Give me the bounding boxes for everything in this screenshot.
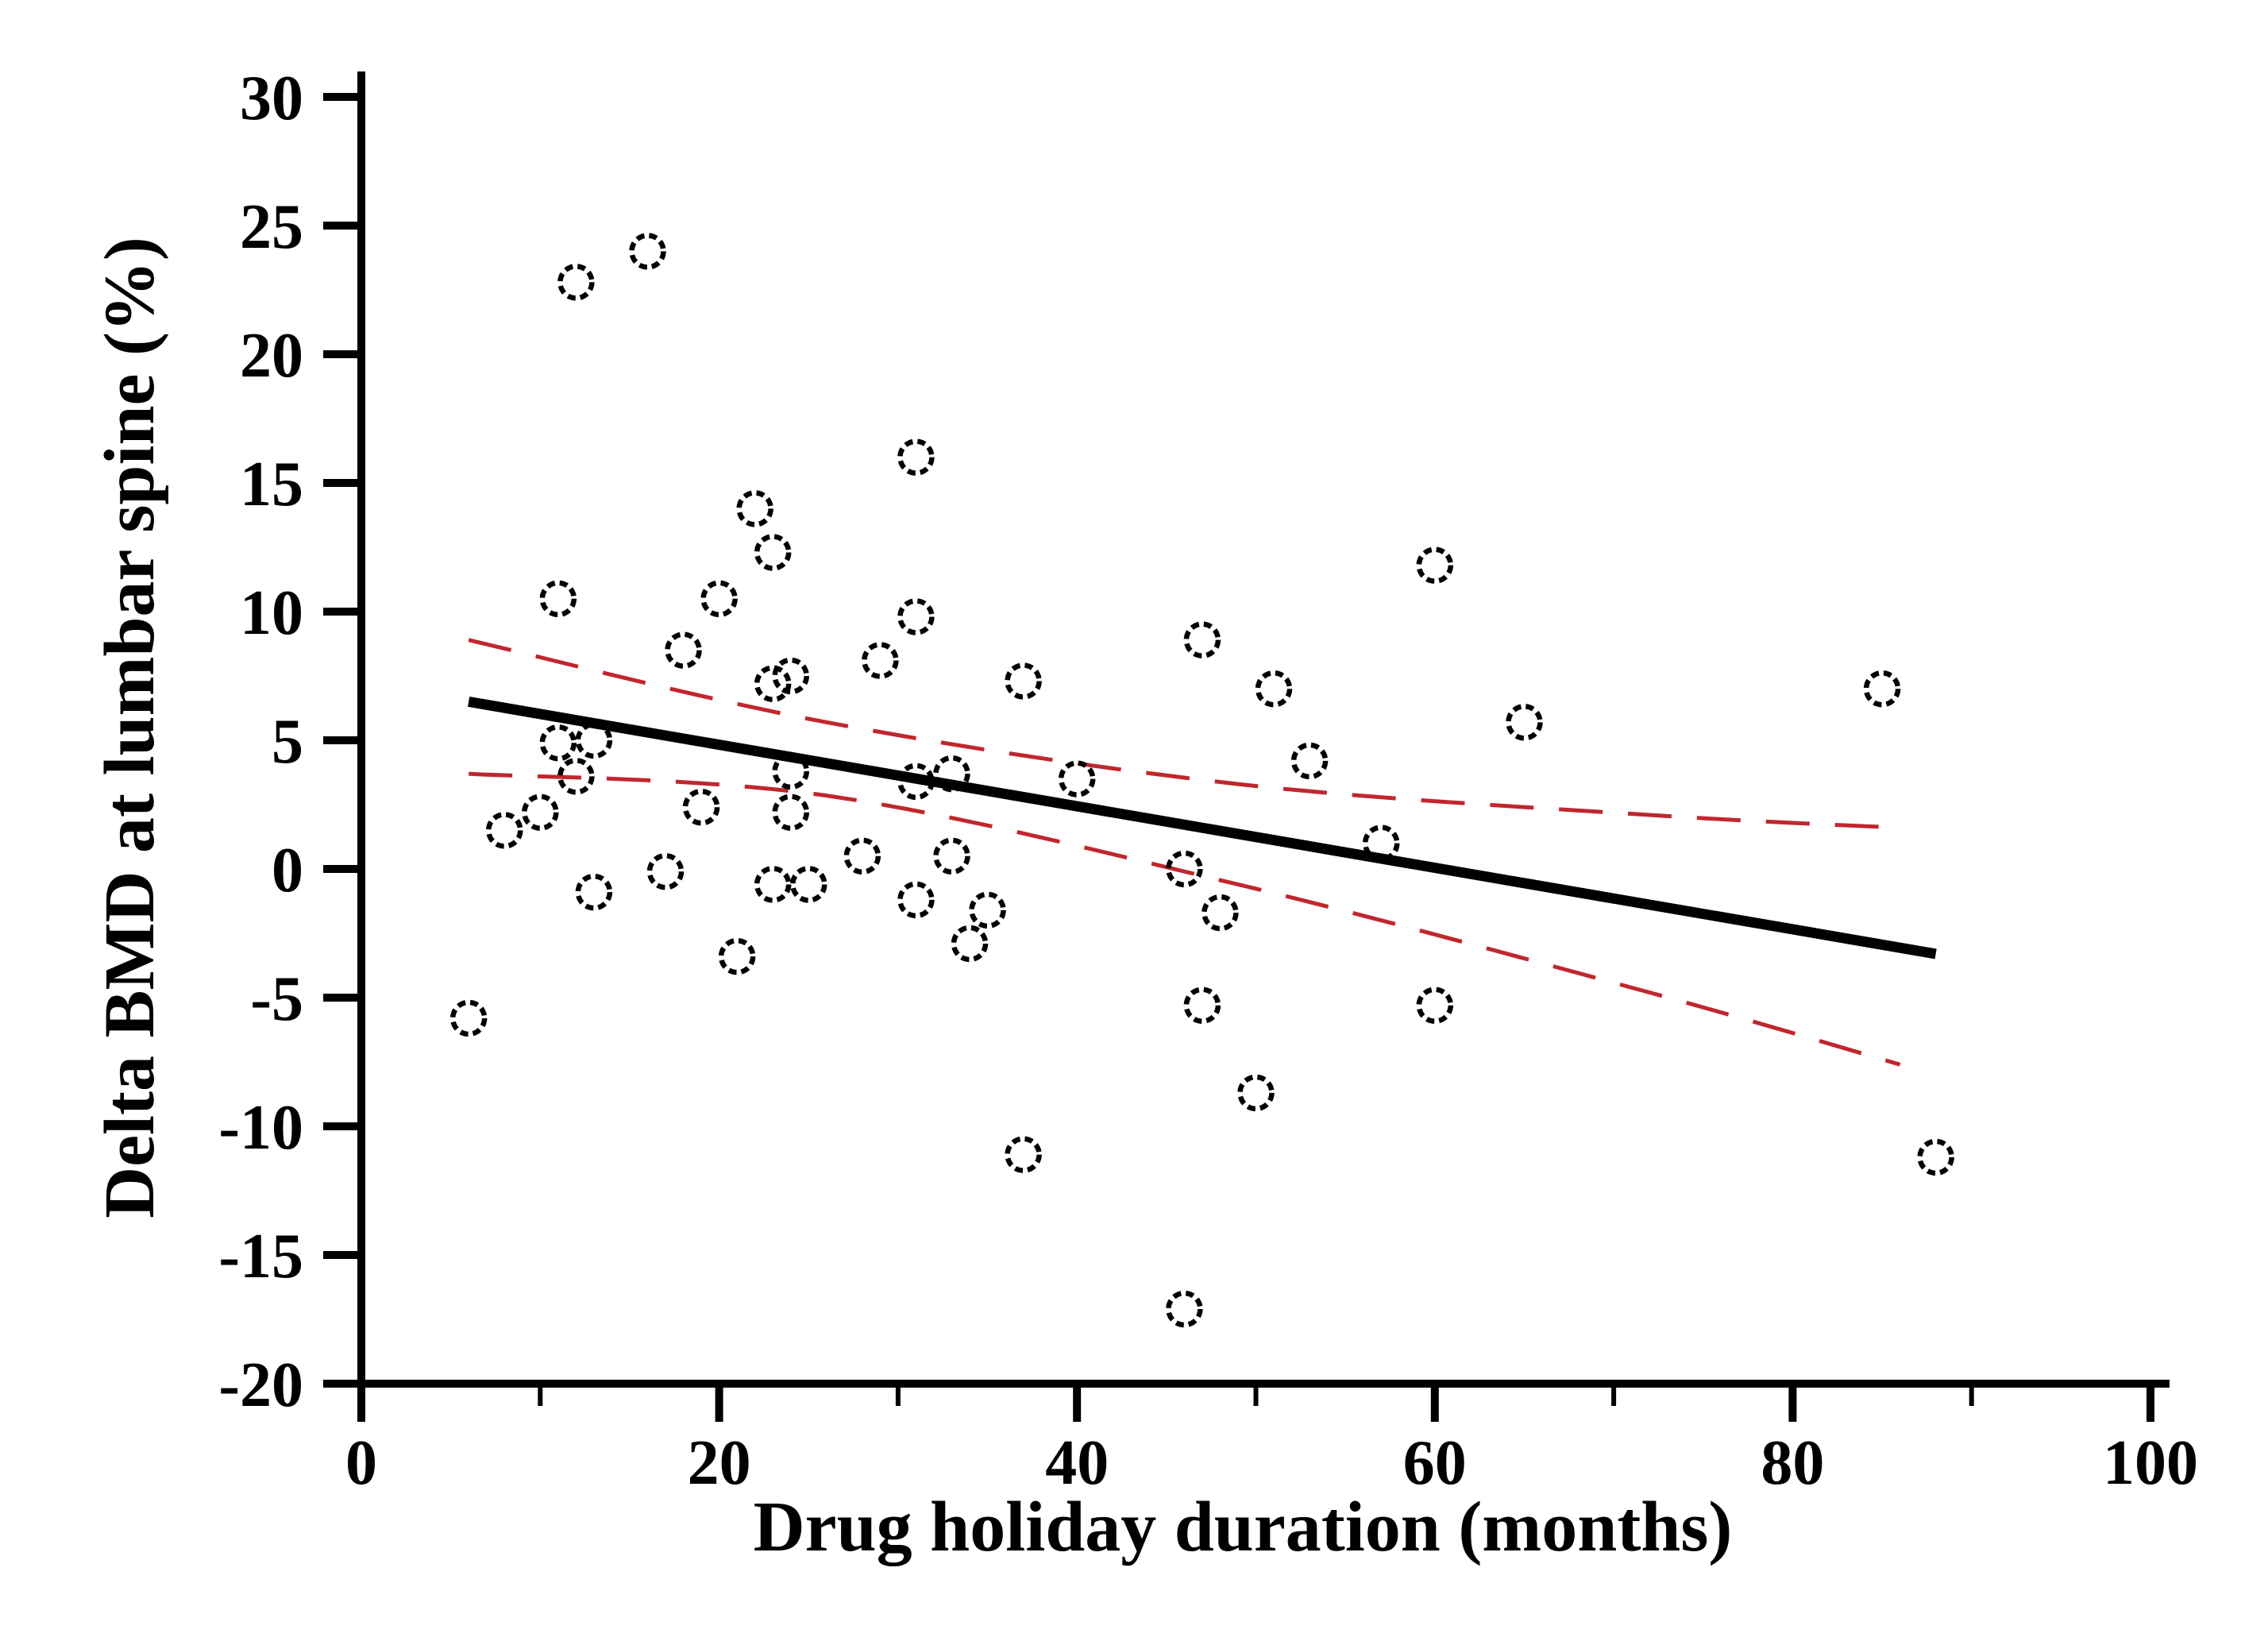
data-point — [646, 852, 685, 890]
data-point — [1202, 894, 1239, 932]
data-point — [539, 580, 577, 618]
data-point — [1290, 742, 1329, 780]
y-tick-label: 30 — [240, 64, 303, 133]
data-point — [575, 873, 613, 911]
x-tick-label: 80 — [1761, 1428, 1824, 1498]
data-point — [897, 881, 935, 919]
data-point — [1005, 662, 1042, 700]
y-tick-label: -5 — [250, 964, 303, 1034]
data-point — [557, 264, 595, 301]
data-point — [1362, 824, 1400, 862]
y-tick-label: 15 — [240, 450, 303, 519]
data-point — [575, 721, 613, 759]
data-point — [1255, 670, 1293, 708]
data-point — [1005, 1136, 1042, 1173]
data-point — [772, 794, 809, 831]
x-tick-label: 40 — [1045, 1428, 1109, 1498]
data-point — [772, 752, 809, 790]
data-point — [557, 758, 595, 795]
data-point — [1863, 670, 1901, 708]
data-point — [1917, 1138, 1954, 1176]
data-point — [1183, 621, 1221, 658]
data-point — [951, 925, 989, 963]
data-point — [522, 794, 559, 831]
data-point — [897, 598, 935, 635]
series — [449, 233, 1954, 1328]
data-point — [1058, 760, 1096, 797]
data-point — [736, 490, 773, 527]
data-point — [897, 438, 935, 476]
x-tick-label: 60 — [1403, 1428, 1467, 1498]
data-point — [862, 642, 899, 679]
data-point — [700, 580, 738, 618]
data-point — [754, 534, 792, 571]
x-tick-label: 100 — [2103, 1428, 2198, 1498]
data-point — [754, 866, 792, 903]
data-point — [665, 631, 702, 669]
data-point — [1506, 704, 1543, 741]
data-point — [969, 891, 1006, 929]
axes: 0 20 40 60 80 100 30 25 20 15 10 5 0 -5 -10 -15 -20 — [218, 64, 2198, 1498]
data-point — [485, 812, 523, 849]
data-point — [1237, 1074, 1275, 1112]
y-tick-label: -10 — [218, 1093, 303, 1163]
data-point — [1166, 850, 1203, 888]
data-point — [539, 724, 577, 762]
y-tick-label: -15 — [218, 1222, 303, 1292]
data-point — [843, 837, 881, 875]
data-point — [682, 788, 720, 826]
data-point — [449, 999, 488, 1037]
data-point — [1416, 987, 1454, 1024]
data-point — [933, 755, 970, 793]
data-point — [772, 657, 809, 695]
data-point — [897, 763, 935, 801]
y-tick-label: 10 — [240, 578, 303, 648]
data-point — [718, 937, 756, 975]
data-point — [1416, 546, 1454, 584]
ci-lower-line — [469, 771, 1901, 1067]
data-point — [1166, 1290, 1203, 1328]
y-tick-label: -20 — [218, 1350, 303, 1420]
y-tick-label: 0 — [272, 836, 303, 906]
y-tick-label: 20 — [240, 321, 303, 391]
data-point — [933, 837, 970, 875]
x-tick-label: 20 — [688, 1428, 751, 1498]
data-point — [790, 866, 827, 903]
y-tick-label: 5 — [272, 707, 303, 777]
regression-line — [468, 696, 1937, 960]
data-point — [1183, 987, 1221, 1024]
x-tick-label: 0 — [345, 1428, 377, 1498]
data-point — [754, 665, 792, 702]
ci-upper-line — [468, 638, 1900, 830]
y-axis-title: Delta BMD at lumbar spine (%) — [91, 237, 169, 1218]
x-axis-title: Drug holiday duration (months) — [754, 1488, 1733, 1566]
data-point — [629, 233, 666, 270]
y-tick-label: 25 — [240, 192, 303, 262]
